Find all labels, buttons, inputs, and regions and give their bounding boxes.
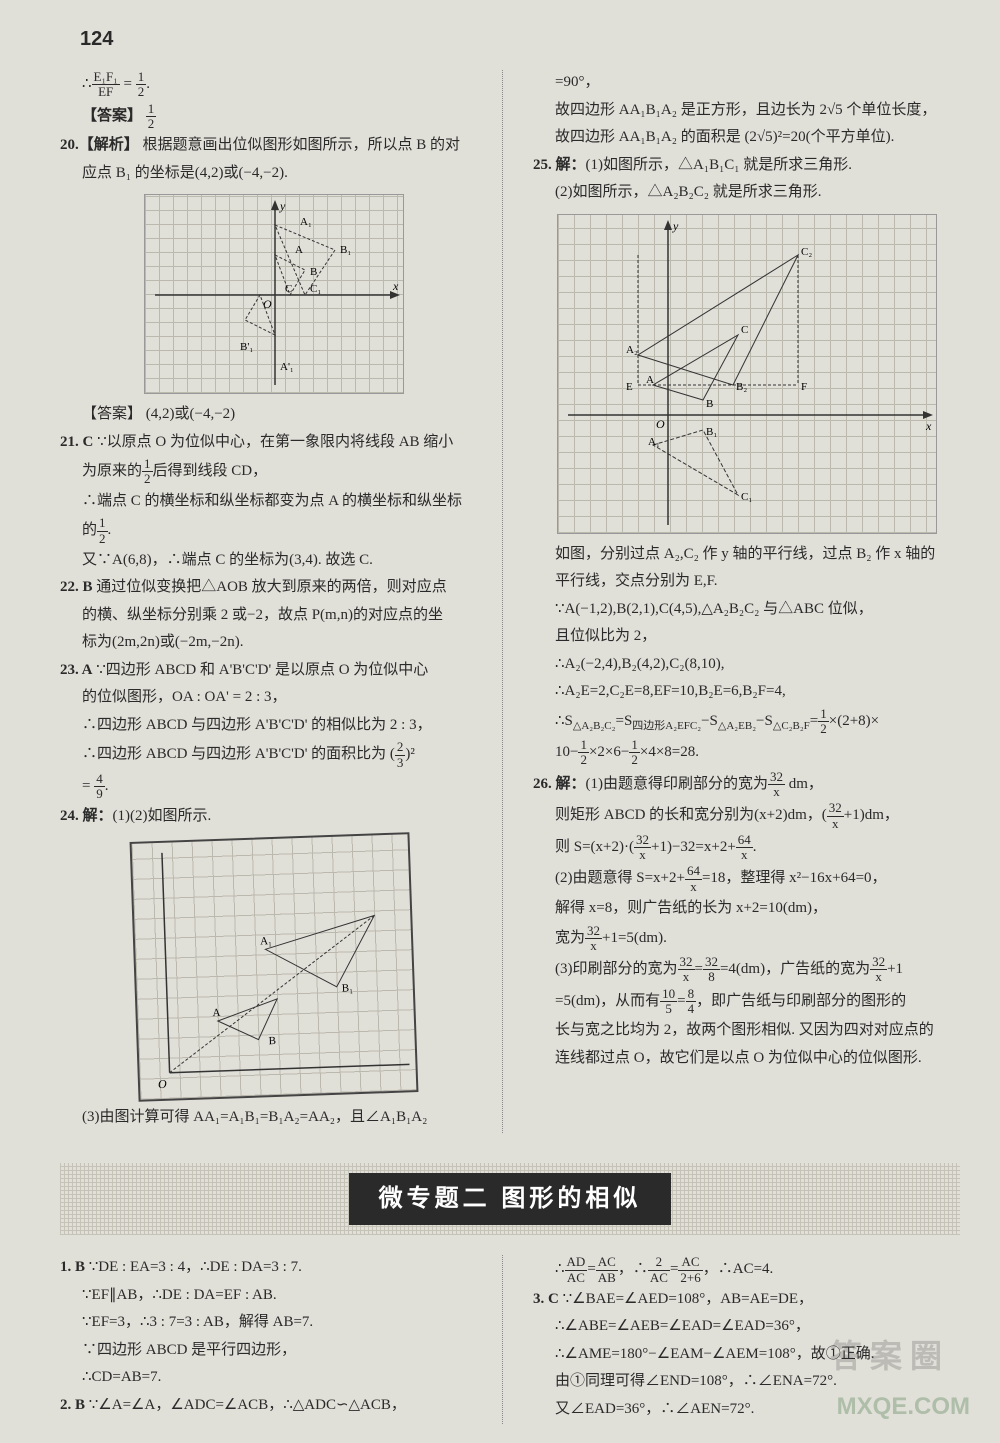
svg-text:A₁: A₁ (648, 436, 660, 448)
svg-text:A'₁: A'₁ (280, 361, 294, 373)
q26-6: 宽为32x+1=5(dm). (533, 924, 960, 954)
svg-text:B₁: B₁ (706, 426, 717, 438)
q19-line1: ∴E₁F₁EF = 12. (60, 70, 487, 100)
svg-text:y: y (279, 199, 286, 213)
svg-text:C: C (741, 324, 748, 336)
svg-text:B: B (268, 1035, 276, 1047)
q26-10: 连线都过点 O，故它们是以点 O 为位似中心的位似图形. (533, 1046, 960, 1072)
svg-text:x: x (392, 279, 399, 293)
bq1-4: ∵四边形 ABCD 是平行四边形， (60, 1338, 487, 1364)
bq1: 1. B ∵DE : EA=3 : 4，∴DE : DA=3 : 7. (60, 1255, 487, 1281)
q20-text2: 应点 B₁ 的坐标是(4,2)或(−4,−2). (60, 161, 487, 187)
q23: 23. A ∵四边形 ABCD 和 A'B'C'D' 是以原点 O 为位似中心 (60, 658, 487, 684)
graph-2: y x O A B C A₂ B₂ C₂ A₁ B₁ C₁ E F (557, 214, 937, 534)
watermark-cn: 答案圈 (830, 1329, 950, 1383)
q22-2: 的横、纵坐标分别乘 2 或−2，故点 P(m,n)的对应点的坐 (60, 603, 487, 629)
q19-answer: 【答案】 12 (60, 102, 487, 132)
svg-text:F: F (801, 381, 807, 393)
svg-text:B₂: B₂ (736, 381, 747, 393)
page-number: 124 (80, 22, 113, 56)
q21-2: 为原来的12后得到线段 CD， (60, 457, 487, 487)
q23-5: = 49. (60, 772, 487, 802)
q26-2: 则矩形 ABCD 的长和宽分别为(x+2)dm，(32x+1)dm， (533, 801, 960, 831)
svg-text:B: B (706, 398, 713, 410)
q26-3: 则 S=(x+2)·(32x+1)−32=x+2+64x. (533, 833, 960, 863)
bq1-3: ∵EF=3，∴3 : 7=3 : AB，解得 AB=7. (60, 1310, 487, 1336)
bq1-2: ∵EF∥AB，∴DE : DA=EF : AB. (60, 1283, 487, 1309)
bq1-5: ∴CD=AB=7. (60, 1365, 487, 1391)
q26-5: 解得 x=8，则广告纸的长为 x+2=10(dm)， (533, 896, 960, 922)
r9: ∴A₂E=2,C₂E=8,EF=10,B₂E=6,B₂F=4, (533, 679, 960, 705)
br1: ∴ADAC=ACAB，∴2AC=AC2+6，∴AC=4. (533, 1255, 960, 1285)
q24-2: (3)由图计算可得 AA₁=A₁B₁=B₁A₂=AA₂，且∠A₁B₁A₂ (60, 1105, 487, 1131)
svg-text:B'₁: B'₁ (240, 341, 253, 353)
svg-text:A₁: A₁ (259, 935, 271, 947)
q23-4: ∴四边形 ABCD 与四边形 A'B'C'D' 的面积比为 (23)² (60, 740, 487, 770)
section-title: 微专题二 图形的相似 (349, 1173, 672, 1226)
svg-text:x: x (925, 419, 932, 433)
main-columns: ∴E₁F₁EF = 12. 【答案】 12 20.【解析】 根据题意画出位似图形… (60, 70, 960, 1133)
svg-text:B₁: B₁ (340, 244, 351, 256)
left-column: ∴E₁F₁EF = 12. 【答案】 12 20.【解析】 根据题意画出位似图形… (60, 70, 503, 1133)
q21-4: ∴端点 C 的横坐标和纵坐标都变为点 A 的横坐标和纵坐标 (60, 489, 487, 515)
svg-text:A: A (646, 374, 654, 386)
r7: 且位似比为 2， (533, 624, 960, 650)
svg-text:A: A (212, 1007, 220, 1019)
svg-text:C₂: C₂ (801, 246, 812, 258)
svg-text:O: O (656, 417, 665, 431)
svg-text:y: y (672, 219, 679, 233)
q23-2: 的位似图形，OA : OA' = 2 : 3， (60, 685, 487, 711)
svg-text:C₁: C₁ (741, 491, 752, 503)
svg-text:A: A (295, 244, 303, 256)
q22-3: 标为(2m,2n)或(−2m,−2n). (60, 630, 487, 656)
r6: ∵A(−1,2),B(2,1),C(4,5),△A₂B₂C₂ 与△ABC 位似， (533, 597, 960, 623)
svg-text:O: O (157, 1077, 166, 1091)
graph-1: y x O A B C A₁ B₁ C₁ B'₁ A'₁ (144, 194, 404, 394)
svg-text:C: C (285, 283, 292, 295)
bq2: 2. B ∵∠A=∠A，∠ADC=∠ACB，∴△ADC∽△ACB， (60, 1393, 487, 1419)
q21-7: 又∵A(6,8)，∴端点 C 的坐标为(3,4). 故选 C. (60, 548, 487, 574)
svg-text:E: E (626, 381, 633, 393)
q20-label: 20.【解析】 根据题意画出位似图形如图所示，所以点 B 的对 (60, 133, 487, 159)
q23-3: ∴四边形 ABCD 与四边形 A'B'C'D' 的相似比为 2 : 3， (60, 713, 487, 739)
q25: 25. 解：(1)如图所示，△A₁B₁C₁ 就是所求三角形. (533, 153, 960, 179)
r2: 故四边形 AA₁B₁A₂ 是正方形，且边长为 2√5 个单位长度， (533, 98, 960, 124)
svg-text:A₁: A₁ (300, 216, 312, 228)
q20-answer: 【答案】 (4,2)或(−4,−2) (60, 402, 487, 428)
svg-text:B: B (310, 266, 317, 278)
r5: 平行线，交点分别为 E,F. (533, 569, 960, 595)
svg-text:O: O (263, 297, 272, 311)
svg-text:B₁: B₁ (341, 982, 353, 994)
bottom-left: 1. B ∵DE : EA=3 : 4，∴DE : DA=3 : 7. ∵EF∥… (60, 1255, 503, 1424)
right-column: =90°， 故四边形 AA₁B₁A₂ 是正方形，且边长为 2√5 个单位长度， … (523, 70, 960, 1133)
q26-4: (2)由题意得 S=x+2+64x=18，整理得 x²−16x+64=0， (533, 864, 960, 894)
q26: 26. 解：(1)由题意得印刷部分的宽为32x dm， (533, 770, 960, 800)
q21: 21. C ∵以原点 O 为位似中心，在第一象限内将线段 AB 缩小 (60, 430, 487, 456)
r1: =90°， (533, 70, 960, 96)
section-header: 微专题二 图形的相似 (60, 1163, 960, 1236)
q22: 22. B 通过位似变换把△AOB 放大到原来的两倍，则对应点 (60, 575, 487, 601)
bottom-columns: 1. B ∵DE : EA=3 : 4，∴DE : DA=3 : 7. ∵EF∥… (60, 1255, 960, 1424)
r11: 10−12×2×6−12×4×8=28. (533, 738, 960, 768)
svg-text:A₂: A₂ (626, 344, 638, 356)
svg-text:C₁: C₁ (310, 283, 321, 295)
r3: 故四边形 AA₁B₁A₂ 的面积是 (2√5)²=20(个平方单位). (533, 125, 960, 151)
q21-5: 的12. (60, 516, 487, 546)
watermark-url: MXQE.COM (837, 1387, 970, 1428)
q25-2: (2)如图所示，△A₂B₂C₂ 就是所求三角形. (533, 180, 960, 206)
r4: 如图，分别过点 A₂,C₂ 作 y 轴的平行线，过点 B₂ 作 x 轴的 (533, 542, 960, 568)
r10: ∴S△A₂B₂C₂=S四边形A₂EFC₂−S△A₂EB₂−S△C₂B₂F=12×… (533, 707, 960, 737)
bq3: 3. C ∵∠BAE=∠AED=108°，AB=AE=DE， (533, 1287, 960, 1313)
q26-9: 长与宽之比均为 2，故两个图形相似. 又因为四对对应点的 (533, 1018, 960, 1044)
graph-3: O A B A₁ B₁ (129, 832, 418, 1102)
r8: ∴A₂(−2,4),B₂(4,2),C₂(8,10), (533, 652, 960, 678)
q26-7: (3)印刷部分的宽为32x=328=4(dm)，广告纸的宽为32x+1 (533, 955, 960, 985)
q26-8: =5(dm)，从而有105=84，即广告纸与印刷部分的图形的 (533, 987, 960, 1017)
q24: 24. 解：(1)(2)如图所示. (60, 804, 487, 830)
